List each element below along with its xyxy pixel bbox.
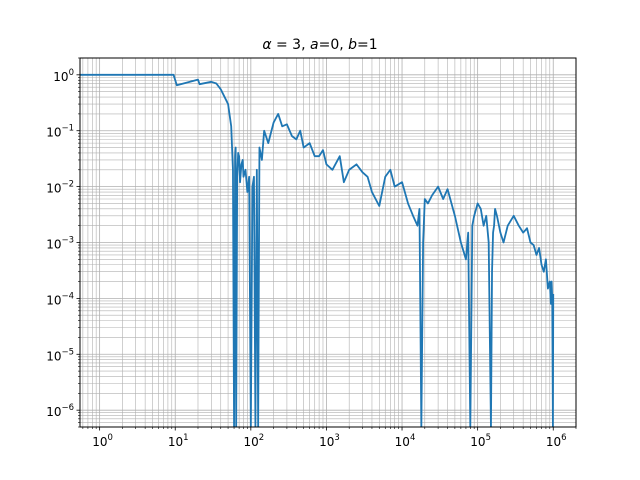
x-tick-label: 102 <box>243 433 264 449</box>
x-tick-label: 103 <box>319 433 340 449</box>
chart-title: α = 3, a=0, b=1 <box>262 37 377 53</box>
x-tick-label: 106 <box>546 433 567 449</box>
y-tick-label: 10−5 <box>46 347 74 363</box>
x-tick-label: 105 <box>470 433 491 449</box>
x-tick-label: 104 <box>395 433 416 449</box>
plot-area <box>80 73 555 427</box>
y-tick-label: 100 <box>53 68 74 84</box>
x-tick-label: 100 <box>92 433 113 449</box>
axis-ticks: 100 101 102 103 104 105 106 100 10−1 10−2 10−3 10−4… <box>46 57 577 449</box>
y-tick-label: 10−4 <box>46 291 74 307</box>
y-tick-label: 10−6 <box>46 403 74 419</box>
x-tick-label: 101 <box>168 433 189 449</box>
y-tick-label: 10−2 <box>46 180 74 196</box>
y-tick-label: 10−3 <box>46 236 74 252</box>
series-line-0 <box>80 73 555 427</box>
y-tick-label: 10−1 <box>46 124 74 140</box>
